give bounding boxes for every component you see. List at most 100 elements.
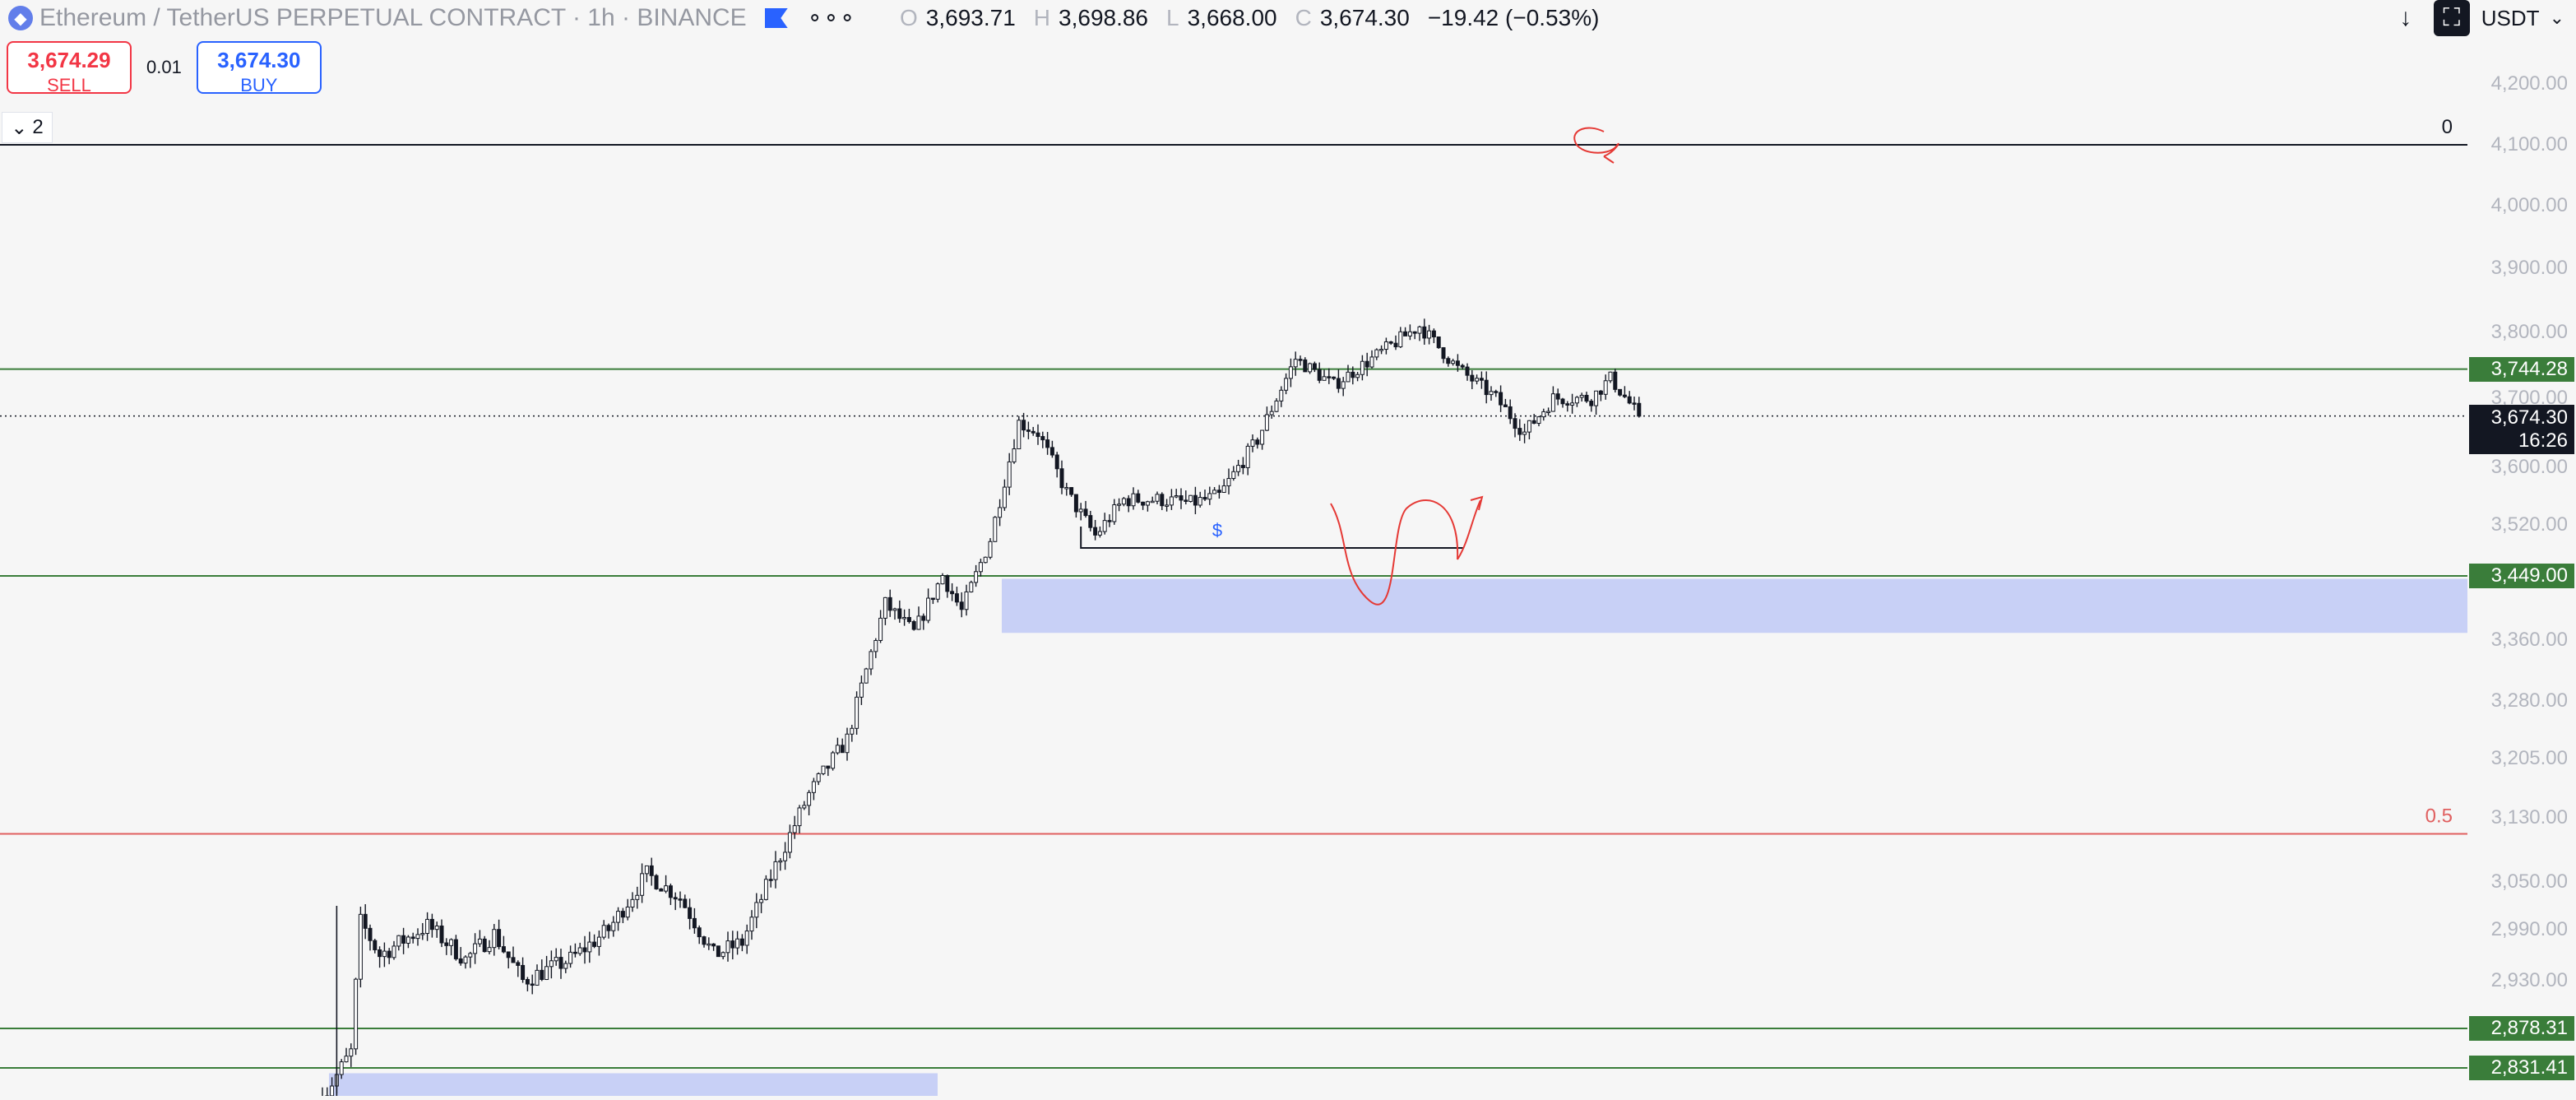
candle-body [368, 928, 372, 940]
candle-body [364, 914, 367, 928]
candle-body [1499, 392, 1503, 405]
candle-body [1003, 487, 1006, 508]
level-price-tag[interactable]: 3,449.00 [2469, 564, 2574, 588]
buy-price: 3,674.30 [198, 48, 320, 73]
candle-body [545, 967, 549, 980]
candle-body [874, 640, 878, 651]
candle-body [1485, 380, 1488, 394]
flag-icon[interactable] [765, 8, 788, 28]
symbol-title[interactable]: Ethereum / TetherUS PERPETUAL CONTRACT ·… [39, 4, 747, 32]
candle-body [445, 943, 448, 945]
candle-body [612, 922, 615, 931]
more-icon[interactable]: ⚬⚬⚬ [806, 6, 855, 31]
candle-body [1208, 494, 1212, 499]
candle-body [397, 935, 401, 946]
y-tick-label: 4,000.00 [2491, 194, 2568, 217]
candle-body [1227, 479, 1230, 486]
candle-body [832, 753, 835, 768]
sell-button[interactable]: 3,674.29 SELL [7, 41, 132, 94]
candle-body [1179, 495, 1183, 499]
candle-body [602, 926, 605, 937]
candle-body [683, 899, 687, 907]
candle-body [1022, 420, 1026, 430]
candle-body [1380, 350, 1383, 351]
candle-body [387, 951, 391, 958]
arrow-down-icon[interactable]: ↓ [2388, 0, 2424, 36]
level-price-tag[interactable]: 2,831.41 [2469, 1056, 2574, 1080]
candle-body [1294, 360, 1297, 367]
candle-body [850, 728, 854, 734]
candle-body [917, 616, 920, 629]
high-value: 3,698.86 [1059, 5, 1148, 31]
candle-body [702, 937, 706, 945]
candle-body [1599, 391, 1602, 394]
candle-body [617, 912, 620, 922]
candle-body [812, 782, 815, 792]
currency-selector[interactable]: USDT [2481, 6, 2540, 31]
candle-body [1256, 440, 1259, 444]
candle-body [1285, 378, 1288, 390]
candle-body [416, 935, 419, 939]
candle-body [1304, 360, 1307, 371]
candle-body [1041, 437, 1045, 440]
candle-body [998, 508, 1002, 518]
candle-body [1122, 499, 1125, 504]
y-tick-label: 3,600.00 [2491, 456, 2568, 479]
candle-body [1184, 500, 1188, 502]
candle-body [1094, 527, 1097, 535]
candle-body [669, 886, 672, 898]
candle-body [674, 898, 677, 899]
candle-body [1503, 405, 1507, 406]
candle-body [1418, 327, 1421, 333]
candle-body [803, 805, 806, 808]
candle-body [1566, 404, 1569, 406]
candle-body [1523, 432, 1527, 434]
candle-body [1404, 332, 1407, 336]
buy-button[interactable]: 3,674.30 BUY [197, 41, 322, 94]
candle-body [764, 880, 767, 900]
candle-body [512, 958, 515, 963]
candle-body [994, 518, 997, 542]
candle-body [593, 942, 596, 946]
chevron-down-icon[interactable]: ⌄ [2550, 7, 2564, 29]
low-key: L [1166, 5, 1179, 31]
candle-body [426, 919, 429, 933]
candle-body [645, 866, 648, 873]
candle-body [1031, 431, 1035, 433]
candle-body [1132, 494, 1135, 506]
candle-body [1494, 392, 1498, 393]
candle-body [798, 808, 801, 826]
chart-canvas[interactable]: 00.5 $ [0, 0, 2467, 1096]
spread-value: 0.01 [132, 57, 197, 78]
candle-body [469, 954, 472, 957]
candle-body [1537, 417, 1541, 424]
level-price-tag[interactable]: 2,878.31 [2469, 1016, 2574, 1041]
layers-toggle[interactable]: ⌄ 2 [2, 112, 53, 143]
candle-body [1394, 343, 1397, 346]
candle-body [521, 965, 525, 979]
candle-body [1561, 399, 1564, 404]
candle-body [1428, 331, 1431, 338]
candle-body [859, 683, 863, 697]
candle-body [922, 616, 925, 620]
level-price-tag[interactable]: 3,744.28 [2469, 357, 2574, 382]
candle-body [1050, 448, 1054, 455]
candle-body [1213, 490, 1216, 494]
close-value: 3,674.30 [1320, 5, 1410, 31]
candle-body [1527, 420, 1531, 432]
sell-label: SELL [8, 75, 130, 96]
candle-body [864, 669, 868, 683]
fullscreen-icon[interactable]: ⛶ [2434, 0, 2470, 36]
candle-body [588, 942, 591, 952]
ethereum-icon[interactable]: ◆ [8, 6, 33, 30]
candle-body [1098, 531, 1101, 535]
candle-body [1571, 403, 1574, 406]
candle-body [1360, 361, 1364, 374]
candle-body [1341, 382, 1345, 388]
candle-body [965, 592, 968, 609]
y-tick-label: 2,930.00 [2491, 969, 2568, 992]
candle-body [498, 930, 501, 947]
